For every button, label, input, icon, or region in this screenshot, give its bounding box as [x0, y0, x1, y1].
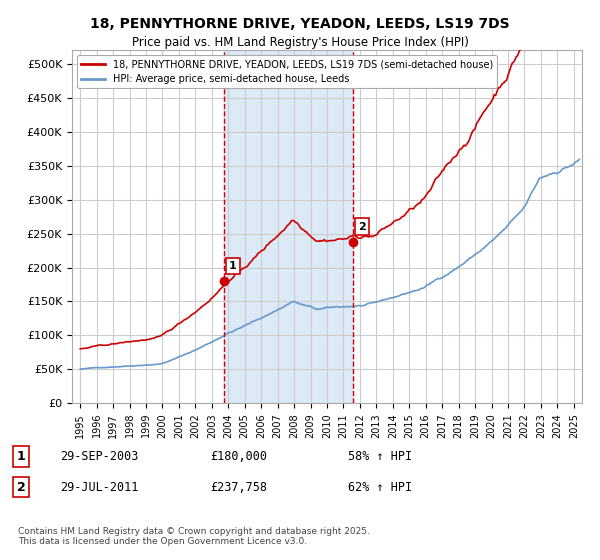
Text: Price paid vs. HM Land Registry's House Price Index (HPI): Price paid vs. HM Land Registry's House …	[131, 36, 469, 49]
Text: 29-SEP-2003: 29-SEP-2003	[60, 450, 139, 463]
Text: Contains HM Land Registry data © Crown copyright and database right 2025.
This d: Contains HM Land Registry data © Crown c…	[18, 526, 370, 546]
Text: 18, PENNYTHORNE DRIVE, YEADON, LEEDS, LS19 7DS: 18, PENNYTHORNE DRIVE, YEADON, LEEDS, LS…	[90, 17, 510, 31]
Text: 62% ↑ HPI: 62% ↑ HPI	[348, 480, 412, 494]
Legend: 18, PENNYTHORNE DRIVE, YEADON, LEEDS, LS19 7DS (semi-detached house), HPI: Avera: 18, PENNYTHORNE DRIVE, YEADON, LEEDS, LS…	[77, 55, 497, 88]
Text: £237,758: £237,758	[210, 480, 267, 494]
Text: 2: 2	[358, 222, 366, 232]
Text: 1: 1	[17, 450, 25, 463]
Text: 1: 1	[229, 261, 237, 271]
Text: 2: 2	[17, 480, 25, 494]
Text: 29-JUL-2011: 29-JUL-2011	[60, 480, 139, 494]
Text: 58% ↑ HPI: 58% ↑ HPI	[348, 450, 412, 463]
Text: £180,000: £180,000	[210, 450, 267, 463]
Bar	[224, 50, 353, 403]
